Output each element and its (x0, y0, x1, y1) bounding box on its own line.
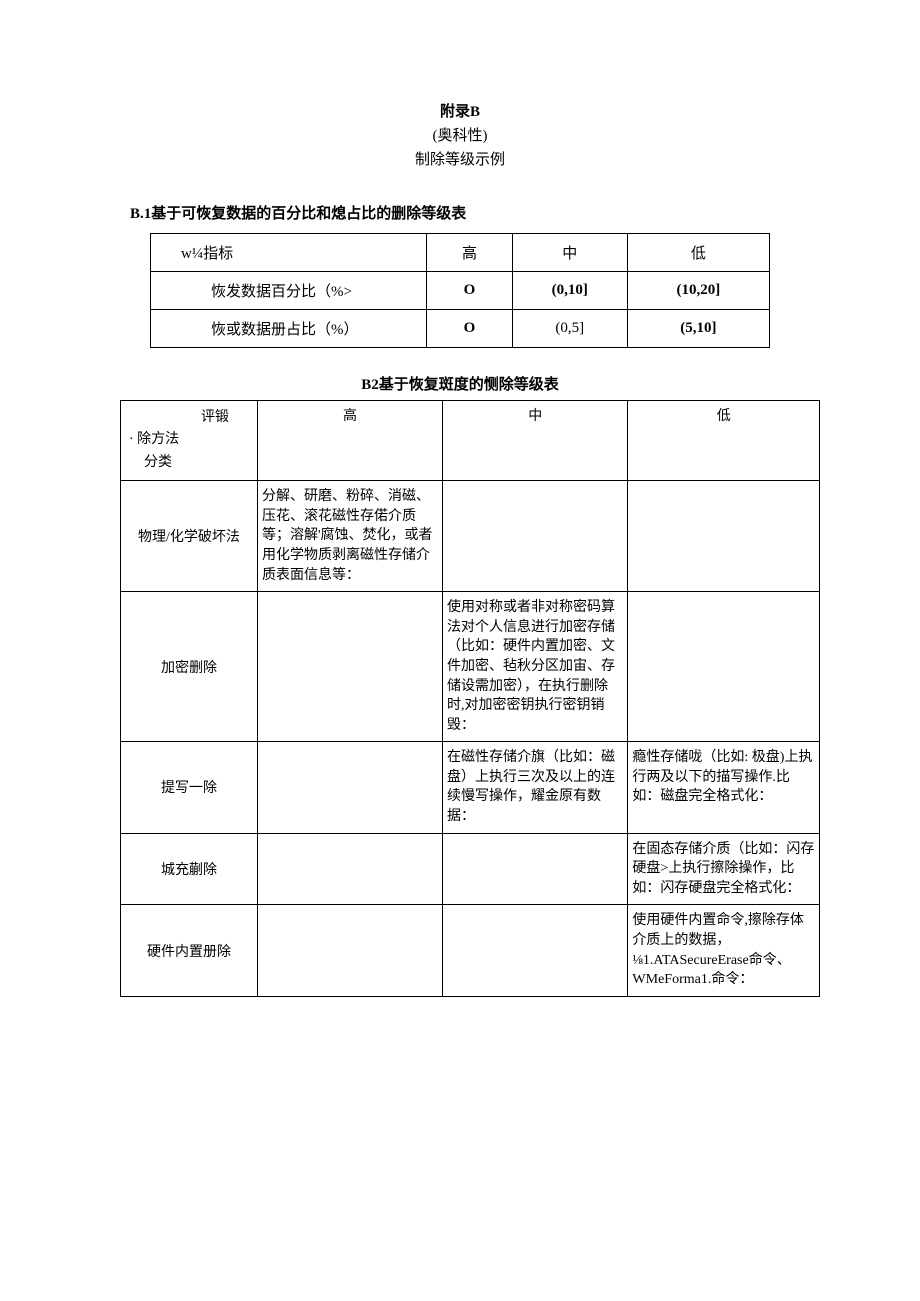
cell-method: 硬件内置册除 (121, 905, 258, 996)
cell-mid: 在磁性存储介旗（比如：磁盘）上执行三次及以上的连续慢写操作，耀金原有数据： (443, 742, 628, 833)
cell-low (628, 592, 820, 742)
table-row: 恢发数据百分比（%> O (0,10] (10,20] (151, 272, 770, 310)
appendix-note: (奥科性) (120, 124, 800, 148)
appendix-title: 制除等级示例 (120, 148, 800, 172)
table-row: 恢或数据册占比（%） O (0,5] (5,10] (151, 310, 770, 348)
cell-mid (443, 833, 628, 905)
cell-method: 加密删除 (121, 592, 258, 742)
cell-method: 提写一除 (121, 742, 258, 833)
diag-top: 评锻 (129, 407, 249, 429)
cell-low: 瘾性存储咙（比如: 极盘)上执行两及以下的描写操作.比如：磁盘完全格式化： (628, 742, 820, 833)
diag-bottom: 分类 (129, 452, 249, 474)
diag-mid: · 除方法 (129, 429, 249, 451)
section-b2-caption: B2基于恢复斑度的恻除等级表 (120, 373, 800, 394)
col-header-mid: 中 (443, 401, 628, 481)
cell-mid (443, 481, 628, 592)
col-header-low: 低 (628, 401, 820, 481)
col-header-low: 低 (627, 234, 769, 272)
cell-high (257, 833, 442, 905)
cell-mid: (0,10] (512, 272, 627, 310)
cell-high (257, 742, 442, 833)
table-row: 评锻 · 除方法 分类 高 中 低 (121, 401, 820, 481)
col-header-high: 高 (427, 234, 513, 272)
cell-high: 分解、研磨、粉碎、消磁、压花、滚花磁性存偌介质等；溶解'腐蚀、焚化，或者用化学物… (257, 481, 442, 592)
cell-low: (10,20] (627, 272, 769, 310)
cell-method: 物理/化学破坏法 (121, 481, 258, 592)
diag-header-cell: 评锻 · 除方法 分类 (121, 401, 258, 481)
table-row: 提写一除 在磁性存储介旗（比如：磁盘）上执行三次及以上的连续慢写操作，耀金原有数… (121, 742, 820, 833)
cell-mid: 使用对称或者非对称密码算法对个人信息进行加密存储（比如：硬件内置加密、文件加密、… (443, 592, 628, 742)
col-header-indicator: w¼指标 (151, 234, 427, 272)
cell-mid: (0,5] (512, 310, 627, 348)
col-header-high: 高 (257, 401, 442, 481)
table-row: 物理/化学破坏法 分解、研磨、粉碎、消磁、压花、滚花磁性存偌介质等；溶解'腐蚀、… (121, 481, 820, 592)
col-header-mid: 中 (512, 234, 627, 272)
cell-low: 在固态存储介质（比如：闪存硬盘>上执行擦除操作，比如：闪存硬盘完全格式化： (628, 833, 820, 905)
cell-low (628, 481, 820, 592)
cell-label: 恢发数据百分比（%> (151, 272, 427, 310)
table-row: 加密删除 使用对称或者非对称密码算法对个人信息进行加密存储（比如：硬件内置加密、… (121, 592, 820, 742)
appendix-label: 附录B (120, 100, 800, 124)
table-row: 硬件内置册除 使用硬件内置命令,擦除存体介质上的数据，⅛1.ATASecureE… (121, 905, 820, 996)
table-row: 城充蒯除 在固态存储介质（比如：闪存硬盘>上执行擦除操作，比如：闪存硬盘完全格式… (121, 833, 820, 905)
cell-high: O (427, 272, 513, 310)
header-block: 附录B (奥科性) 制除等级示例 (120, 100, 800, 172)
cell-low: 使用硬件内置命令,擦除存体介质上的数据，⅛1.ATASecureErase命令、… (628, 905, 820, 996)
table-b2: 评锻 · 除方法 分类 高 中 低 物理/化学破坏法 分解、研磨、粉碎、消磁、压… (120, 400, 820, 997)
cell-high: O (427, 310, 513, 348)
cell-high (257, 592, 442, 742)
table-row: w¼指标 高 中 低 (151, 234, 770, 272)
cell-low: (5,10] (627, 310, 769, 348)
section-b1-heading: B.1基于可恢复数据的百分比和熄占比的删除等级表 (120, 202, 800, 223)
table-b1: w¼指标 高 中 低 恢发数据百分比（%> O (0,10] (10,20] 恢… (150, 233, 770, 348)
cell-mid (443, 905, 628, 996)
cell-high (257, 905, 442, 996)
cell-label: 恢或数据册占比（%） (151, 310, 427, 348)
cell-method: 城充蒯除 (121, 833, 258, 905)
